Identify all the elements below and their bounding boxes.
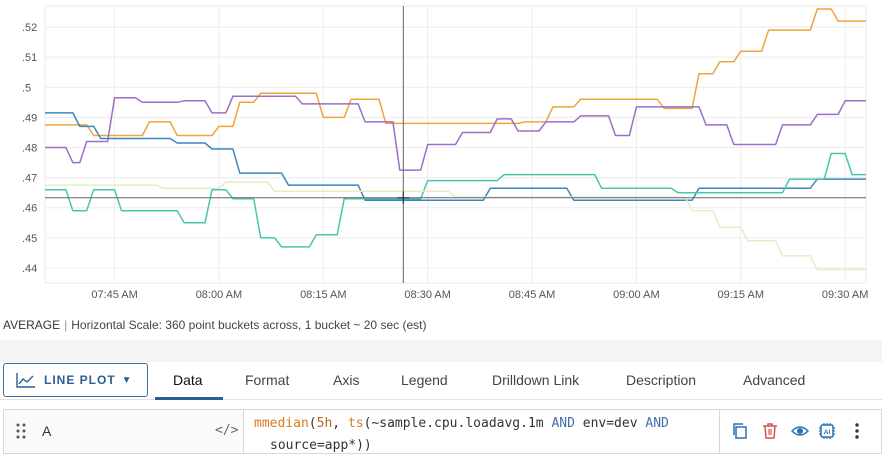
query-text: , <box>332 416 348 431</box>
tab-legend[interactable]: Legend <box>401 372 448 388</box>
chart-panel[interactable]: .52 .51 .5 .49 .48 .47 .46 .45 .44 07:45 AM 08:00… <box>0 0 882 310</box>
query-row: A </> mmedian(5h, ts(~sample.cpu.loadavg… <box>0 409 882 454</box>
query-actions: AI <box>719 409 882 454</box>
query-text: ( <box>308 416 317 431</box>
x-tick-label: 08:00 AM <box>196 289 242 301</box>
series-line-2 <box>45 95 866 171</box>
tab-advanced[interactable]: Advanced <box>743 372 806 388</box>
tab-description[interactable]: Description <box>626 372 697 388</box>
more-vertical-icon[interactable] <box>848 422 866 440</box>
x-tick-label: 08:45 AM <box>509 289 555 301</box>
query-line-2: source=app*)) <box>270 438 372 453</box>
chevron-down-icon: ▼ <box>121 374 133 386</box>
query-window: 5h <box>316 416 333 431</box>
tab-drilldown-link[interactable]: Drilldown Link <box>492 372 580 388</box>
query-text: (~sample.cpu.loadavg.1m <box>363 416 552 431</box>
query-line-1: mmedian(5h, ts(~sample.cpu.loadavg.1m AN… <box>254 413 719 435</box>
y-tick-label: .46 <box>22 203 37 215</box>
ai-chip-icon[interactable]: AI <box>818 422 836 440</box>
y-tick-label: .47 <box>22 173 37 185</box>
y-tick-label: .44 <box>22 263 37 275</box>
horizontal-scale-text: Horizontal Scale: 360 point buckets acro… <box>71 318 427 332</box>
x-tick-label: 07:45 AM <box>91 289 137 301</box>
y-tick-label: .5 <box>22 82 31 94</box>
chart-type-dropdown[interactable]: LINE PLOT ▼ <box>3 363 148 397</box>
summary-separator: | <box>64 318 68 332</box>
query-name[interactable]: A <box>42 423 52 439</box>
drag-handle-icon[interactable] <box>15 422 27 440</box>
series-line-5 <box>45 181 866 271</box>
series-line-4 <box>45 152 866 248</box>
line-chart-icon <box>16 373 35 388</box>
query-editor[interactable]: mmedian(5h, ts(~sample.cpu.loadavg.1m AN… <box>243 409 719 454</box>
copy-icon[interactable] <box>731 422 749 440</box>
tab-data[interactable]: Data <box>173 372 203 388</box>
crosshair-icon <box>397 191 410 204</box>
y-tick-label: .49 <box>22 112 37 124</box>
query-function: mmedian <box>254 416 309 431</box>
x-tick-label: 08:30 AM <box>404 289 450 301</box>
tab-format[interactable]: Format <box>245 372 290 388</box>
y-tick-label: .52 <box>22 22 37 34</box>
y-tick-label: .51 <box>22 52 37 64</box>
x-tick-label: 08:15 AM <box>300 289 346 301</box>
series-line-1 <box>45 8 866 137</box>
x-tick-label: 09:30 AM <box>822 289 868 301</box>
y-tick-label: .45 <box>22 233 37 245</box>
query-operator: AND <box>645 416 669 431</box>
chart-editor-toolbar: LINE PLOT ▼ Data Format Axis Legend Dril… <box>0 362 882 400</box>
chart-summary: AVERAGE | Horizontal Scale: 360 point buck… <box>3 318 426 332</box>
active-tab-indicator <box>155 397 223 400</box>
svg-text:AI: AI <box>824 429 831 436</box>
x-tick-label: 09:15 AM <box>718 289 764 301</box>
code-toggle-icon[interactable]: </> <box>215 423 239 438</box>
tabs-divider <box>0 399 882 400</box>
x-tick-label: 09:00 AM <box>613 289 659 301</box>
trash-icon[interactable] <box>761 422 779 440</box>
panel-divider <box>0 340 882 362</box>
query-function: ts <box>347 416 364 431</box>
y-tick-label: .48 <box>22 143 37 155</box>
query-text: env=dev <box>574 416 646 431</box>
query-header: A </> <box>3 409 243 454</box>
tab-axis[interactable]: Axis <box>333 372 360 388</box>
line-chart[interactable]: .52 .51 .5 .49 .48 .47 .46 .45 .44 07:45 AM 08:00… <box>0 0 882 310</box>
aggregation-label: AVERAGE <box>3 318 61 332</box>
chart-type-label: LINE PLOT <box>44 373 116 387</box>
eye-icon[interactable] <box>791 422 809 440</box>
query-operator: AND <box>551 416 575 431</box>
